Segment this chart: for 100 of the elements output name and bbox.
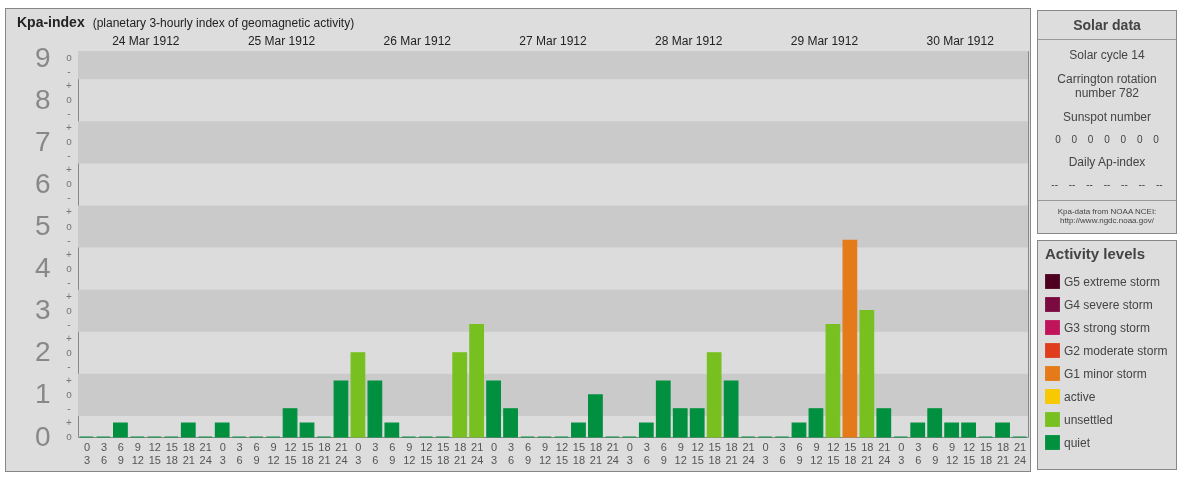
legend-label: G4 severe storm <box>1064 297 1153 312</box>
x-tick-label: 9 12 <box>674 440 687 466</box>
bar <box>910 422 926 438</box>
text: 30 Mar 1912 <box>926 34 995 48</box>
bar <box>825 324 841 438</box>
text: o <box>66 304 73 316</box>
y-tick-label: 7 <box>34 125 51 157</box>
bar <box>859 310 875 438</box>
legend-label: G1 minor storm <box>1064 366 1147 381</box>
text: o <box>66 431 73 442</box>
x-tick-label: 12 15 <box>555 440 569 466</box>
x-tick-label: 21 24 <box>606 440 619 466</box>
y-tick-label: 9 <box>34 41 51 73</box>
bar <box>808 408 824 438</box>
legend-label: G2 moderate storm <box>1064 343 1168 358</box>
x-tick-label: 6 9 <box>660 440 667 466</box>
y-tick-label: 3 <box>34 294 51 326</box>
text: o <box>66 262 73 274</box>
legend-label: active <box>1064 389 1096 404</box>
chart-subtitle: (planetary 3-hourly index of geomagnetic activity) <box>92 16 355 30</box>
x-tick-label: 12 15 <box>148 440 161 466</box>
x-tick-label: 15 18 <box>844 440 857 466</box>
text: - <box>67 192 71 204</box>
text: 25 Mar 1912 <box>247 34 316 48</box>
bar <box>113 422 128 438</box>
x-tick-label: 18 21 <box>589 440 603 466</box>
x-tick-label: 21 24 <box>878 440 891 466</box>
y-tick-label: 6 <box>34 167 51 199</box>
text: + <box>66 248 73 260</box>
text: + <box>66 164 73 176</box>
x-tick-label: 0 3 <box>83 440 91 466</box>
text: 0 0 0 0 0 0 0 <box>1054 134 1160 145</box>
bar <box>214 422 230 438</box>
bar <box>503 408 518 438</box>
bar <box>299 422 315 438</box>
bar <box>723 380 739 438</box>
text: + <box>66 206 73 218</box>
bar <box>350 352 366 438</box>
x-tick-label: 18 21 <box>318 440 331 466</box>
x-tick-label: 18 21 <box>861 440 874 466</box>
x-tick-label: 21 24 <box>1013 440 1027 466</box>
y-tick-label: 4 <box>34 252 51 284</box>
x-tick-label: 15 18 <box>572 440 586 466</box>
legend-label: unsettled <box>1064 412 1113 427</box>
bar <box>876 408 892 438</box>
x-tick-label: 21 24 <box>199 440 212 466</box>
text: 26 Mar 1912 <box>383 34 452 48</box>
text: - <box>67 150 71 162</box>
x-tick-label: 15 18 <box>979 440 993 466</box>
y-tick-label: 2 <box>34 336 51 368</box>
bar <box>486 380 502 438</box>
bar <box>282 408 298 438</box>
y-tick-label: 0 <box>34 420 51 452</box>
x-tick-label: 6 9 <box>796 440 803 466</box>
text: - <box>67 360 71 372</box>
text: Solar cycle 14 <box>1068 48 1146 62</box>
bar <box>655 380 671 438</box>
legend-label: G3 strong storm <box>1064 320 1151 335</box>
text: + <box>66 290 73 302</box>
x-tick-label: 18 21 <box>725 440 738 466</box>
x-tick-label: 0 3 <box>491 440 498 466</box>
x-tick-label: 0 3 <box>626 440 633 466</box>
x-tick-label: 6 9 <box>253 440 260 466</box>
y-tick-label: 5 <box>34 210 51 242</box>
x-tick-label: 9 12 <box>131 440 144 466</box>
text: - <box>67 318 71 330</box>
x-tick-label: 9 12 <box>267 440 280 466</box>
x-tick-label: 6 9 <box>524 440 532 466</box>
x-tick-label: 6 9 <box>117 440 124 466</box>
bar <box>689 408 705 438</box>
text: Sunspot number <box>1061 110 1153 124</box>
x-tick-label: 12 15 <box>963 440 976 466</box>
x-tick-label: 21 24 <box>742 440 755 466</box>
text: + <box>66 374 73 386</box>
x-tick-label: 0 3 <box>219 440 226 466</box>
text: Daily Ap-index <box>1067 155 1147 169</box>
text: + <box>66 80 73 92</box>
text: o <box>66 220 73 232</box>
text: + <box>66 332 73 344</box>
text: Solar data <box>1038 11 1176 40</box>
bar <box>961 422 977 438</box>
bar <box>469 324 485 438</box>
bar <box>638 422 654 438</box>
x-tick-label: 3 6 <box>100 440 108 466</box>
bar <box>180 422 196 438</box>
text: - <box>67 234 71 246</box>
text: - <box>67 66 71 78</box>
bar <box>791 422 807 438</box>
text: o <box>66 346 73 358</box>
text: -- -- -- -- -- -- -- <box>1050 179 1164 190</box>
text: - <box>67 276 71 288</box>
x-tick-label: 18 21 <box>996 440 1010 466</box>
text: + <box>66 416 73 428</box>
text: - <box>67 108 71 120</box>
text: 24 Mar 1912 <box>112 34 180 48</box>
legend-label: G5 extreme storm <box>1064 274 1161 289</box>
x-tick-label: 12 15 <box>284 440 297 466</box>
x-tick-label: 6 9 <box>389 440 396 466</box>
text: 28 Mar 1912 <box>655 34 723 48</box>
bar <box>927 408 943 438</box>
